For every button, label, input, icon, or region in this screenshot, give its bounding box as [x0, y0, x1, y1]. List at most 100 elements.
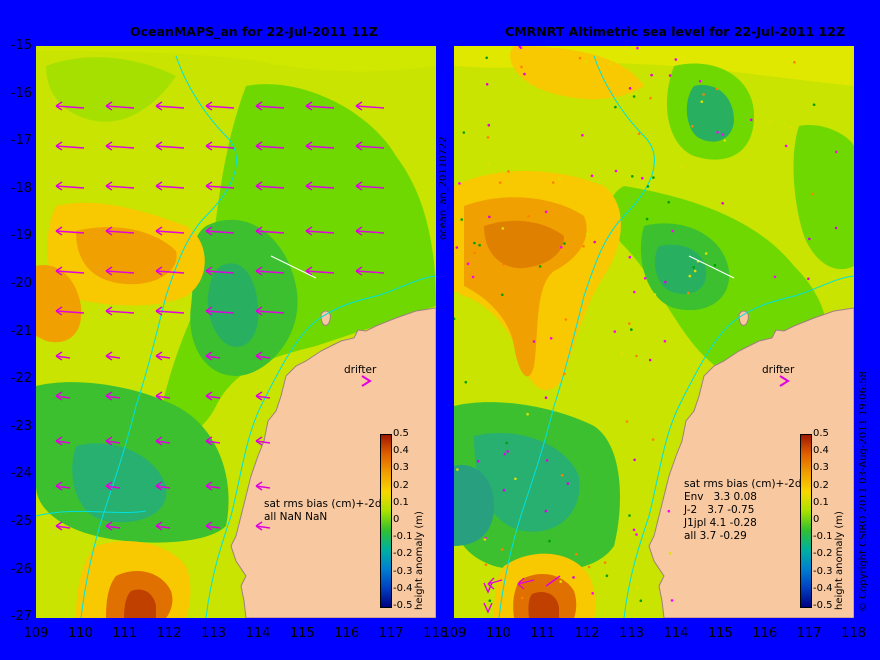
satellite-observation-dot [566, 482, 570, 485]
satellite-observation-dot [523, 72, 526, 76]
satellite-observation-dot [544, 210, 548, 214]
satellite-observation-dot [793, 60, 796, 64]
latitude-tick: -15 [10, 38, 32, 53]
satellite-observation-dot [834, 226, 838, 230]
satellite-observation-dot [487, 123, 491, 127]
satellite-observation-dot [670, 599, 674, 602]
left-stats-title: sat rms bias (cm)+-2d [264, 498, 382, 510]
current-vector-arrow [255, 481, 271, 491]
satellite-observation-dot [563, 372, 566, 376]
current-vector-arrow [55, 436, 71, 446]
colorbar-tick: 0.1 [393, 496, 409, 508]
satellite-observation-dot [667, 509, 671, 513]
satellite-observation-dot [632, 528, 636, 532]
right-stats-line-all: all 3.7 -0.29 [684, 530, 747, 542]
satellite-observation-dot [485, 83, 489, 86]
satellite-observation-dot [503, 452, 507, 456]
current-vector-arrow [105, 181, 135, 191]
left-map-panel[interactable]: drifter sat rms bias (cm)+-2d all NaN Na… [36, 46, 436, 618]
latitude-tick: -16 [10, 85, 32, 101]
current-vector-arrow [205, 351, 221, 361]
satellite-observation-dot [484, 563, 488, 566]
satellite-observation-dot [651, 438, 655, 441]
satellite-observation-dot [687, 291, 690, 295]
colorbar-tick: -0.5 [813, 600, 833, 611]
current-vector-arrow [255, 141, 285, 151]
satellite-observation-dot [636, 46, 639, 50]
colorbar-tick: -0.5 [393, 600, 413, 611]
current-vector-arrow [55, 351, 71, 361]
satellite-observation-dot [668, 74, 672, 77]
current-vector-arrow [105, 391, 121, 401]
current-vector-arrow [105, 306, 135, 316]
satellite-observation-dot [500, 548, 504, 551]
satellite-observation-dot [807, 277, 810, 281]
satellite-observation-dot [548, 539, 551, 543]
colorbar-tick: 0.5 [393, 428, 409, 439]
right-map-panel[interactable]: drifter sat rms bias (cm)+-2d Env 3.3 0.… [454, 46, 854, 618]
satellite-observation-dot [773, 275, 777, 279]
left-map-title: OceanMAPS_an for 22-Jul-2011 11Z [130, 24, 378, 39]
current-vector-arrow [205, 141, 235, 151]
current-vector-arrow [105, 351, 121, 361]
left-colorbar-label: height anomaly (m) [414, 511, 425, 610]
current-vector-arrow [305, 141, 335, 151]
longitude-tick: 109 [441, 626, 467, 641]
satellite-observation-dot [749, 118, 753, 122]
current-vector-arrow [205, 481, 221, 491]
right-map-title: CMRNRT Altimetric sea level for 22-Jul-2… [505, 24, 846, 39]
longitude-tick: 115 [707, 626, 733, 641]
current-vector-arrow [355, 101, 385, 111]
satellite-observation-dot [488, 599, 492, 602]
satellite-observation-dot [454, 317, 456, 321]
current-vector-arrow [55, 481, 71, 491]
satellite-observation-dot [630, 328, 633, 331]
longitude-tick: 112 [156, 626, 182, 641]
current-vector-arrow [255, 266, 285, 276]
satellite-observation-dot [590, 278, 593, 281]
right-stats-line-j1jpl: J1jpl 4.1 -0.28 [684, 517, 757, 529]
satellite-observation-dot [488, 215, 491, 219]
satellite-observation-dot [498, 181, 502, 184]
satellite-observation-dot [560, 474, 564, 477]
satellite-observation-dot [578, 56, 582, 60]
satellite-observation-dot [633, 458, 636, 462]
satellite-observation-dot [458, 182, 461, 185]
satellite-observation-dot [507, 170, 510, 173]
satellite-observation-dot [514, 477, 517, 481]
satellite-observation-dot [648, 358, 652, 362]
satellite-observation-dot [486, 136, 490, 139]
satellite-observation-dot [650, 73, 653, 77]
current-vector-arrow [55, 521, 71, 531]
satellite-observation-dot [635, 533, 638, 536]
satellite-observation-dot [563, 242, 566, 245]
longitude-tick: 117 [378, 626, 404, 641]
satellite-observation-dot [641, 176, 644, 180]
current-vector-arrow [255, 306, 285, 316]
satellite-observation-dot [460, 218, 463, 221]
current-vector-arrow [105, 481, 121, 491]
satellite-observation-dot [505, 441, 508, 445]
longitude-tick: 116 [334, 626, 360, 641]
longitude-tick: 116 [752, 626, 778, 641]
satellite-observation-dot [692, 266, 695, 269]
satellite-observation-dot [716, 131, 719, 134]
current-vector-arrow [155, 521, 171, 531]
colorbar-tick: -0.3 [813, 565, 833, 577]
satellite-observation-dot [653, 293, 657, 296]
satellite-observation-dot [473, 241, 476, 245]
satellite-observation-dot [680, 165, 684, 168]
current-vector-arrow [205, 391, 221, 401]
current-vector-arrow [105, 521, 121, 531]
latitude-tick: -22 [10, 371, 32, 387]
satellite-observation-dot [538, 265, 542, 268]
satellite-observation-dot [559, 580, 562, 583]
current-vector-arrow [255, 391, 271, 401]
satellite-observation-dot [462, 131, 466, 134]
current-vector-arrow [55, 226, 85, 236]
colorbar-tick: -0.1 [393, 531, 413, 543]
satellite-observation-dot [502, 263, 505, 266]
satellite-observation-dot [476, 460, 480, 463]
satellite-observation-dot [559, 246, 563, 249]
colorbar-tick: 0.3 [393, 462, 409, 474]
